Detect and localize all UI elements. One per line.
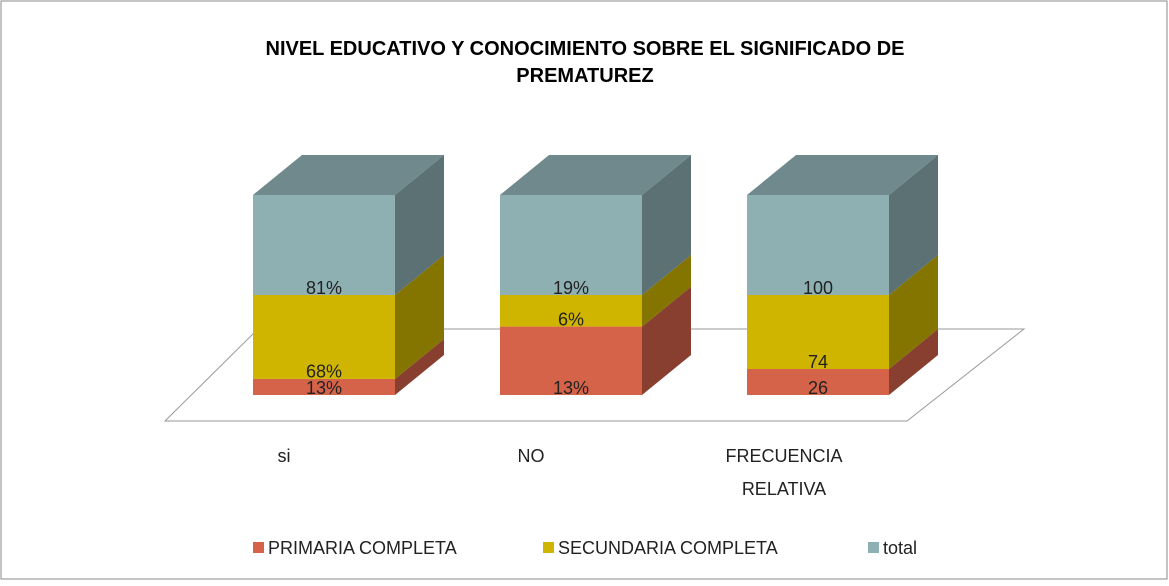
data-label: 81% — [306, 278, 342, 298]
bar-segment — [747, 155, 938, 295]
legend-label: SECUNDARIA COMPLETA — [558, 538, 778, 558]
bar-front — [747, 195, 889, 295]
data-label: 100 — [803, 278, 833, 298]
bar-segment — [747, 255, 938, 369]
legend-swatch — [868, 542, 879, 553]
data-label: 74 — [808, 352, 828, 372]
x-tick-label: si — [278, 446, 291, 466]
bar-segment — [253, 155, 444, 295]
bar-side — [395, 338, 444, 395]
bar-side — [642, 255, 691, 327]
bar-segment — [747, 329, 938, 395]
bar-front — [500, 295, 642, 327]
bar-side — [889, 255, 938, 369]
bar-front — [747, 369, 889, 395]
bar-side — [395, 255, 444, 379]
bar-front — [253, 378, 395, 395]
data-label: 13% — [306, 378, 342, 398]
bar-top — [747, 155, 938, 195]
bar-side — [642, 155, 691, 295]
bar-side — [889, 155, 938, 295]
legend-label: PRIMARIA COMPLETA — [268, 538, 457, 558]
x-tick-label: NO — [518, 446, 545, 466]
data-label: 19% — [553, 278, 589, 298]
legend-swatch — [543, 542, 554, 553]
data-label: 68% — [306, 362, 342, 382]
legend-label: total — [883, 538, 917, 558]
bar-segment — [253, 338, 444, 395]
bar-segment — [500, 255, 691, 327]
bar-top — [253, 155, 444, 195]
bar-front — [253, 195, 395, 295]
bar-front — [747, 295, 889, 369]
x-tick-label: FRECUENCIA RELATIVA — [725, 446, 842, 499]
bar-side — [889, 329, 938, 395]
bar-segment — [253, 255, 444, 379]
legend-swatch — [253, 542, 264, 553]
bar-side — [642, 286, 691, 395]
data-label: 13% — [553, 378, 589, 398]
bar-top — [500, 155, 691, 195]
chart-title: NIVEL EDUCATIVO Y CONOCIMIENTO SOBRE EL … — [266, 38, 905, 87]
bar-segment — [500, 286, 691, 395]
bar-front — [500, 326, 642, 395]
bar-segment — [500, 155, 691, 295]
bar-side — [395, 155, 444, 295]
bar-front — [500, 195, 642, 295]
bar-front — [253, 295, 395, 379]
data-label: 6% — [558, 309, 584, 329]
data-label: 26 — [808, 378, 828, 398]
